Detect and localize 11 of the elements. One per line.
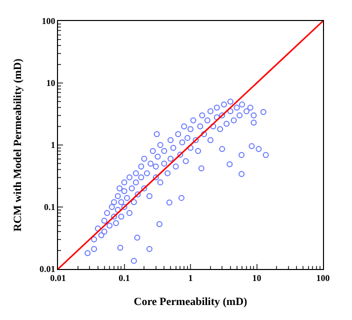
x-tick-label: 100 <box>316 272 330 283</box>
x-tick-label: 10 <box>252 272 262 283</box>
y-tick-label: 10 <box>46 78 56 88</box>
y-tick-label: 0.1 <box>44 202 56 212</box>
x-tick-label: 0.1 <box>118 272 130 283</box>
y-tick-label: 0.01 <box>39 264 56 274</box>
x-tick-label: 1 <box>188 272 194 283</box>
y-tick-label: 100 <box>42 16 56 26</box>
x-axis-title: Core Permeability (mD) <box>134 296 248 308</box>
y-tick-label: 1 <box>50 140 56 150</box>
y-axis-title: RCM with Model Permeability (mD) <box>12 58 24 232</box>
